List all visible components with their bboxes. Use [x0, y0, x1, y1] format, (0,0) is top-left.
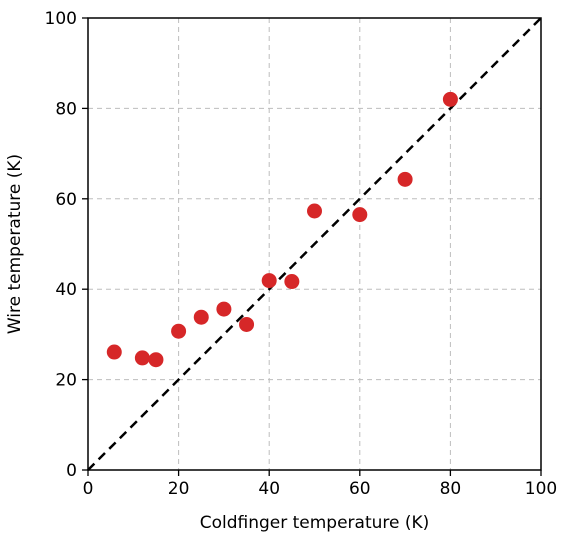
y-axis-ticks: 0 20 40 60 80 100: [45, 9, 88, 481]
x-tick-label: 80: [440, 479, 462, 499]
data-point: [397, 171, 413, 187]
x-tick-label: 20: [168, 479, 190, 499]
data-point: [216, 301, 232, 317]
data-point: [307, 203, 322, 219]
plot-frame: [87, 17, 542, 471]
y-tick-label: 100: [45, 9, 77, 29]
y-tick-label: 60: [55, 190, 77, 210]
x-axis-title: Coldfinger temperature (K): [200, 513, 430, 533]
x-tick-label: 60: [349, 479, 371, 499]
y-axis-title: Wire temperature (K): [5, 154, 25, 334]
data-point: [352, 207, 368, 223]
x-tick-label: 40: [258, 479, 280, 499]
data-point: [134, 350, 150, 366]
x-axis-ticks: 0 20 40 60 80 100: [83, 470, 557, 499]
x-tick-label: 0: [83, 479, 94, 499]
data-point: [193, 309, 209, 325]
y-tick-label: 40: [55, 280, 77, 300]
data-point: [442, 91, 458, 107]
data-point: [148, 352, 164, 368]
data-point: [106, 344, 122, 360]
data-points: [106, 91, 458, 368]
data-point: [171, 323, 187, 339]
data-point: [239, 316, 255, 332]
y-tick-label: 80: [55, 99, 77, 119]
reference-diagonal-line: [87, 17, 542, 471]
y-tick-label: 20: [55, 371, 77, 391]
x-tick-label: 100: [525, 479, 557, 499]
data-point: [261, 273, 277, 289]
y-tick-label: 0: [66, 461, 77, 481]
data-point: [284, 274, 300, 290]
